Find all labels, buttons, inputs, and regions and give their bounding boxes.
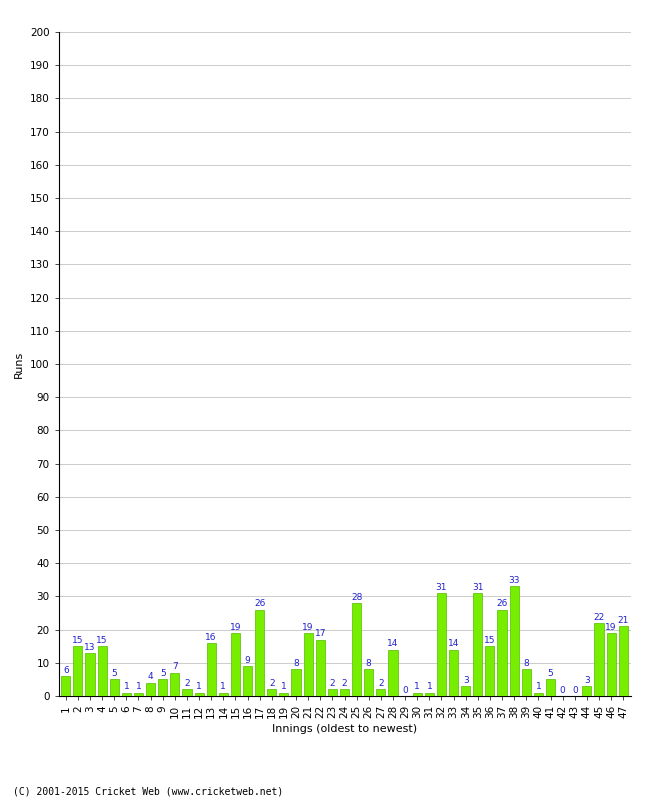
Bar bbox=[255, 610, 264, 696]
Text: 22: 22 bbox=[593, 613, 604, 622]
Text: 2: 2 bbox=[184, 679, 190, 688]
Text: 15: 15 bbox=[484, 636, 496, 645]
Text: 8: 8 bbox=[523, 659, 529, 668]
Text: 3: 3 bbox=[463, 676, 469, 685]
Bar bbox=[267, 690, 276, 696]
Text: 1: 1 bbox=[536, 682, 541, 691]
Bar bbox=[389, 650, 398, 696]
Text: 31: 31 bbox=[436, 582, 447, 592]
Text: 6: 6 bbox=[63, 666, 69, 674]
Text: 8: 8 bbox=[293, 659, 299, 668]
Bar bbox=[219, 693, 228, 696]
Text: 19: 19 bbox=[229, 622, 241, 631]
Text: 7: 7 bbox=[172, 662, 177, 671]
Text: 5: 5 bbox=[160, 669, 166, 678]
Bar bbox=[449, 650, 458, 696]
X-axis label: Innings (oldest to newest): Innings (oldest to newest) bbox=[272, 724, 417, 734]
Bar bbox=[606, 633, 616, 696]
Bar bbox=[595, 623, 604, 696]
Bar bbox=[546, 679, 555, 696]
Bar bbox=[110, 679, 119, 696]
Bar bbox=[619, 626, 628, 696]
Text: 1: 1 bbox=[281, 682, 287, 691]
Bar bbox=[352, 603, 361, 696]
Text: 15: 15 bbox=[72, 636, 84, 645]
Text: 28: 28 bbox=[351, 593, 362, 602]
Bar bbox=[158, 679, 167, 696]
Text: (C) 2001-2015 Cricket Web (www.cricketweb.net): (C) 2001-2015 Cricket Web (www.cricketwe… bbox=[13, 786, 283, 796]
Bar bbox=[582, 686, 592, 696]
Bar bbox=[376, 690, 385, 696]
Text: 26: 26 bbox=[254, 599, 265, 608]
Text: 4: 4 bbox=[148, 672, 153, 682]
Bar bbox=[328, 690, 337, 696]
Text: 0: 0 bbox=[560, 686, 566, 694]
Text: 19: 19 bbox=[302, 622, 314, 631]
Bar bbox=[473, 593, 482, 696]
Bar bbox=[340, 690, 349, 696]
Bar bbox=[510, 586, 519, 696]
Bar bbox=[134, 693, 143, 696]
Bar bbox=[61, 676, 70, 696]
Text: 5: 5 bbox=[111, 669, 117, 678]
Text: 2: 2 bbox=[269, 679, 274, 688]
Text: 21: 21 bbox=[618, 616, 629, 625]
Bar bbox=[207, 643, 216, 696]
Bar bbox=[280, 693, 289, 696]
Y-axis label: Runs: Runs bbox=[14, 350, 24, 378]
Text: 15: 15 bbox=[96, 636, 108, 645]
Bar bbox=[170, 673, 179, 696]
Bar bbox=[98, 646, 107, 696]
Bar bbox=[425, 693, 434, 696]
Text: 3: 3 bbox=[584, 676, 590, 685]
Bar bbox=[291, 670, 300, 696]
Text: 14: 14 bbox=[387, 639, 398, 648]
Text: 2: 2 bbox=[342, 679, 347, 688]
Text: 13: 13 bbox=[84, 642, 96, 651]
Bar bbox=[85, 653, 94, 696]
Bar bbox=[364, 670, 373, 696]
Text: 0: 0 bbox=[402, 686, 408, 694]
Text: 5: 5 bbox=[548, 669, 553, 678]
Text: 17: 17 bbox=[315, 630, 326, 638]
Text: 1: 1 bbox=[426, 682, 432, 691]
Bar bbox=[194, 693, 203, 696]
Bar bbox=[316, 639, 325, 696]
Text: 1: 1 bbox=[124, 682, 129, 691]
Bar bbox=[522, 670, 531, 696]
Text: 16: 16 bbox=[205, 633, 217, 642]
Text: 2: 2 bbox=[378, 679, 383, 688]
Bar bbox=[534, 693, 543, 696]
Bar bbox=[231, 633, 240, 696]
Bar bbox=[437, 593, 446, 696]
Bar bbox=[243, 666, 252, 696]
Text: 1: 1 bbox=[220, 682, 226, 691]
Bar bbox=[146, 682, 155, 696]
Bar bbox=[122, 693, 131, 696]
Text: 2: 2 bbox=[330, 679, 335, 688]
Bar bbox=[183, 690, 192, 696]
Text: 26: 26 bbox=[497, 599, 508, 608]
Text: 1: 1 bbox=[136, 682, 141, 691]
Text: 31: 31 bbox=[472, 582, 484, 592]
Text: 0: 0 bbox=[572, 686, 578, 694]
Text: 14: 14 bbox=[448, 639, 460, 648]
Text: 33: 33 bbox=[508, 576, 520, 585]
Bar bbox=[304, 633, 313, 696]
Bar bbox=[486, 646, 495, 696]
Bar bbox=[73, 646, 83, 696]
Text: 1: 1 bbox=[414, 682, 420, 691]
Text: 19: 19 bbox=[605, 622, 617, 631]
Bar bbox=[497, 610, 506, 696]
Text: 8: 8 bbox=[366, 659, 372, 668]
Bar bbox=[413, 693, 422, 696]
Text: 1: 1 bbox=[196, 682, 202, 691]
Bar bbox=[461, 686, 470, 696]
Text: 9: 9 bbox=[244, 656, 250, 665]
